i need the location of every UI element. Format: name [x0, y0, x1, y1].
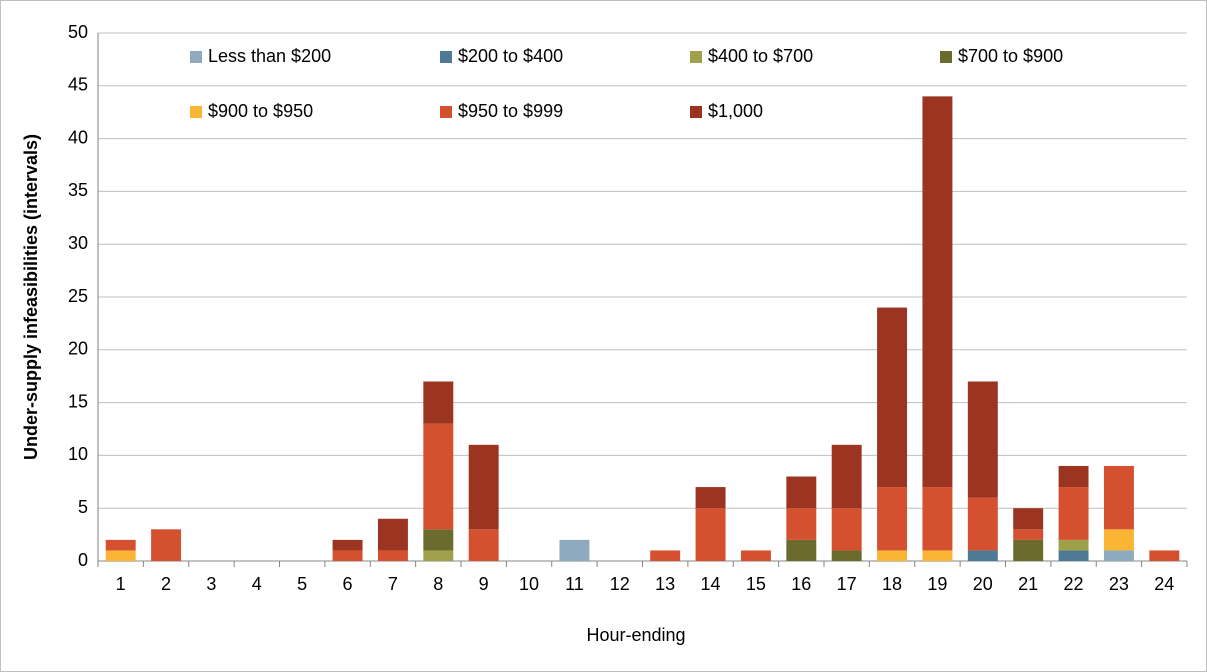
- bar-segment: [922, 550, 953, 561]
- bar-segment: [786, 508, 817, 540]
- x-tick-label: 12: [610, 574, 630, 594]
- x-tick-label: 6: [343, 574, 353, 594]
- bar-segment: [786, 476, 817, 509]
- bar-segment: [922, 487, 953, 551]
- bar-segment: [877, 550, 908, 561]
- bar-segment: [423, 423, 454, 530]
- bar-segment: [831, 550, 862, 561]
- bar-segment: [1058, 465, 1089, 488]
- bar-segment: [967, 550, 998, 561]
- bar-segment: [1103, 550, 1134, 561]
- bar-segment: [877, 307, 908, 488]
- bar-segment: [468, 444, 499, 530]
- y-tick-label: 5: [78, 497, 88, 517]
- legend-swatch: [690, 106, 702, 118]
- bar-segment: [423, 381, 454, 424]
- bar-segment: [831, 508, 862, 551]
- bar-segment: [650, 550, 681, 561]
- bar-segment: [877, 487, 908, 551]
- x-tick-label: 20: [973, 574, 993, 594]
- bar-segment: [105, 550, 136, 561]
- bar-segment: [332, 539, 363, 551]
- bar-segment: [1013, 539, 1044, 561]
- bar-segment: [105, 539, 136, 551]
- bar-segment: [423, 550, 454, 561]
- legend-swatch: [190, 106, 202, 118]
- legend-label: $700 to $900: [958, 46, 1063, 66]
- x-tick-label: 13: [655, 574, 675, 594]
- y-tick-label: 15: [68, 391, 88, 411]
- x-tick-label: 18: [882, 574, 902, 594]
- bar-segment: [967, 497, 998, 551]
- x-tick-label: 8: [433, 574, 443, 594]
- legend-label: $950 to $999: [458, 101, 563, 121]
- bar-segment: [377, 518, 408, 551]
- y-tick-label: 35: [68, 180, 88, 200]
- bar-segment: [559, 539, 590, 561]
- y-tick-label: 25: [68, 286, 88, 306]
- bar-segment: [922, 96, 953, 488]
- x-axis-title: Hour-ending: [586, 625, 685, 645]
- y-tick-label: 0: [78, 550, 88, 570]
- legend-swatch: [440, 51, 452, 63]
- y-axis-title: Under-supply infeasibilities (intervals): [21, 134, 41, 460]
- bar-segment: [1103, 465, 1134, 530]
- bar-segment: [332, 550, 363, 561]
- bar-segment: [831, 444, 862, 509]
- x-tick-label: 22: [1064, 574, 1084, 594]
- bar-segment: [423, 529, 454, 551]
- y-tick-label: 50: [68, 22, 88, 42]
- legend-swatch: [190, 51, 202, 63]
- x-tick-label: 10: [519, 574, 539, 594]
- y-tick-label: 30: [68, 233, 88, 253]
- x-tick-label: 24: [1154, 574, 1174, 594]
- bar-segment: [695, 508, 726, 561]
- x-tick-label: 1: [116, 574, 126, 594]
- y-tick-label: 40: [68, 127, 88, 147]
- bar-segment: [468, 529, 499, 561]
- legend-label: Less than $200: [208, 46, 331, 66]
- x-tick-label: 4: [252, 574, 262, 594]
- legend-swatch: [690, 51, 702, 63]
- y-tick-label: 20: [68, 339, 88, 359]
- legend-label: $1,000: [708, 101, 763, 121]
- bar-segment: [1013, 508, 1044, 530]
- x-tick-label: 14: [701, 574, 721, 594]
- bar-segment: [1013, 529, 1044, 540]
- legend-swatch: [940, 51, 952, 63]
- bar-segment: [1058, 550, 1089, 561]
- legend-swatch: [440, 106, 452, 118]
- x-tick-label: 16: [791, 574, 811, 594]
- bar-segment: [695, 487, 726, 509]
- legend-label: $900 to $950: [208, 101, 313, 121]
- legend-label: $400 to $700: [708, 46, 813, 66]
- x-tick-label: 15: [746, 574, 766, 594]
- x-tick-label: 11: [565, 574, 584, 594]
- bar-segment: [377, 550, 408, 561]
- x-tick-label: 5: [297, 574, 307, 594]
- bar-segment: [1103, 529, 1134, 551]
- y-tick-label: 10: [68, 444, 88, 464]
- x-tick-label: 9: [479, 574, 489, 594]
- x-tick-label: 21: [1018, 574, 1038, 594]
- bar-segment: [151, 529, 182, 561]
- x-tick-label: 2: [161, 574, 171, 594]
- bar-segment: [786, 539, 817, 561]
- x-tick-label: 19: [927, 574, 947, 594]
- bar-segment: [1058, 539, 1089, 551]
- bar-segment: [740, 550, 771, 561]
- bar-segment: [1149, 550, 1180, 561]
- x-tick-label: 23: [1109, 574, 1129, 594]
- y-tick-label: 45: [68, 75, 88, 95]
- x-tick-label: 3: [206, 574, 216, 594]
- x-tick-label: 17: [837, 574, 857, 594]
- bar-segment: [967, 381, 998, 498]
- legend-label: $200 to $400: [458, 46, 563, 66]
- bar-segment: [1058, 487, 1089, 540]
- x-tick-label: 7: [388, 574, 398, 594]
